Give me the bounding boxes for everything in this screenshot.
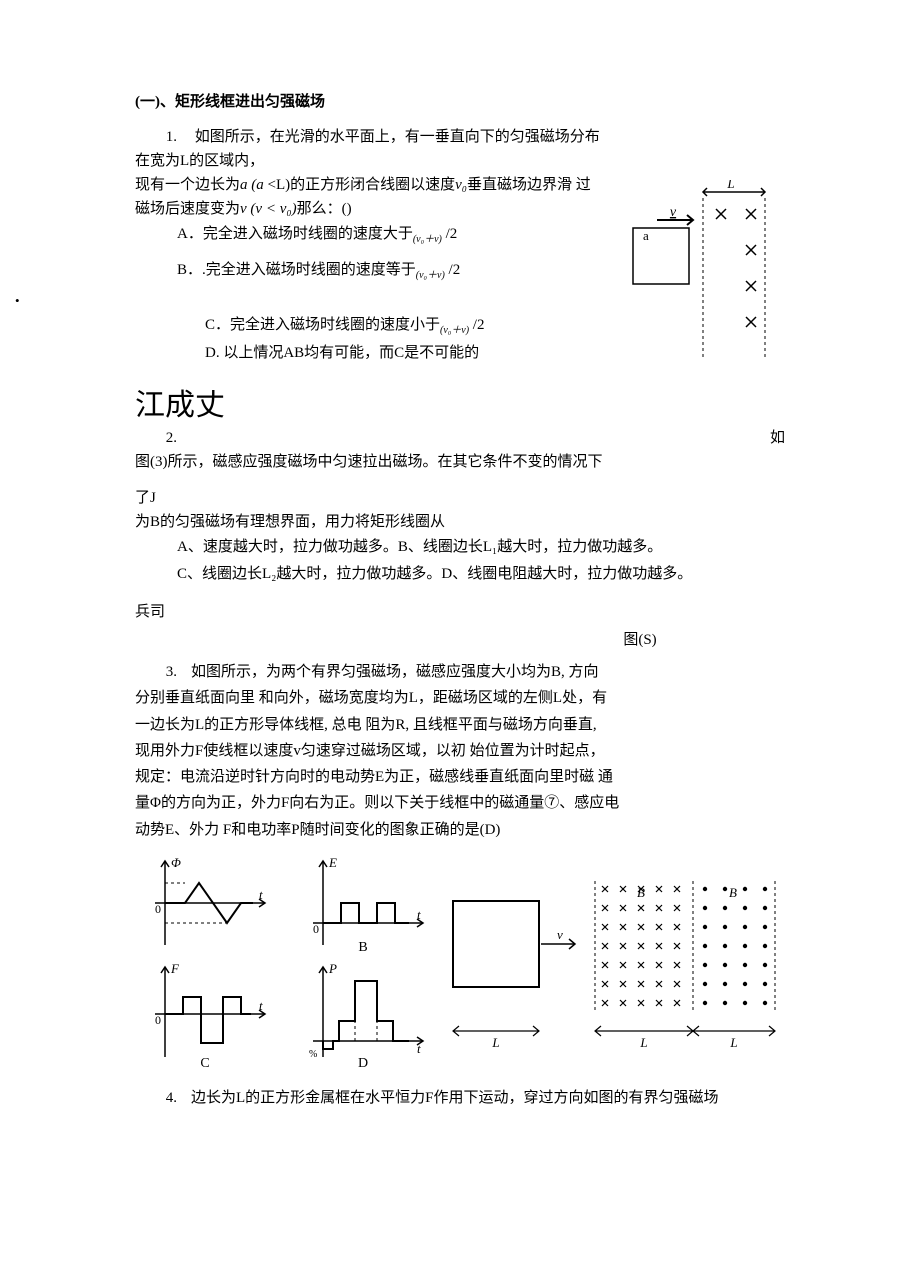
q1-l4b: v (v < v₀)	[240, 201, 297, 217]
question-3: 3.如图所示，为两个有界匀强磁场，磁感应强度大小均为B, 方向 分别垂直纸面向里…	[135, 659, 785, 1075]
q1-optA-a: A．完全进入磁场时线圈的速度大于	[177, 226, 413, 242]
q2-fig-caption: 图(S)	[135, 628, 785, 649]
q1-optA-b: (v₀＋v)	[413, 234, 442, 245]
q1-optC-a: C．完全进入磁场时线圈的速度小于	[205, 317, 440, 333]
q3-scene-L3: L	[729, 1035, 737, 1050]
q3-e-t: t	[417, 907, 421, 922]
q3-p-zero: %	[309, 1049, 317, 1060]
q3-scene-v: v	[557, 927, 563, 942]
q1-optC-b: (v₀＋v)	[440, 325, 469, 336]
q3-scene-B2: B	[729, 885, 737, 900]
q1-l3d: v₀	[455, 177, 467, 193]
q1-l4c: 那么：()	[297, 201, 352, 217]
q3-e-label: E	[328, 855, 337, 870]
q3-number: 3.	[135, 659, 191, 685]
q3-graph-phi: Φ t 0	[135, 853, 275, 953]
q3-phi-label: Φ	[171, 855, 181, 870]
q3-f-zero: 0	[155, 1013, 161, 1027]
q1-l3e: 垂直磁场边界滑 过	[467, 177, 591, 193]
q1-fig-L: L	[726, 180, 734, 191]
q1-optC-c: /2	[469, 317, 484, 333]
question-1: 1. 如图所示，在光滑的水平面上，有一垂直向下的匀强磁场分布 在宽为L的区域内，…	[135, 125, 785, 370]
q3-b5: 规定：电流沿逆时针方向时的电动势E为正，磁感线垂直纸面向里时磁 通	[135, 769, 613, 785]
q2-number: 2.	[135, 426, 191, 450]
q3-f-t: t	[259, 998, 263, 1013]
q1-l3b: a (a	[240, 177, 264, 193]
script-text-1: 江成丈	[135, 380, 785, 424]
q3-scene-L1: L	[491, 1035, 499, 1050]
q2-line4: 为B的匀强磁场有理想界面，用力将矩形线圈从	[135, 510, 785, 534]
q1-optB-a: B．.完全进入磁场时线圈的速度等于	[177, 262, 416, 278]
q1-l4a: 磁场后速度变为	[135, 201, 240, 217]
q2-line2: 图(3)所示，磁感应强度磁场中匀速拉出磁场。在其它条件不变的情况下	[135, 450, 785, 474]
q3-graph-p: P t % D	[293, 959, 433, 1069]
q3-phi-zero: 0	[155, 902, 161, 916]
q3-graph-f: F t 0 C	[135, 959, 275, 1069]
q3-p-caption: D	[358, 1056, 368, 1069]
q3-p-t: t	[417, 1041, 421, 1056]
q2-optA: A、速度越大时，拉力做功越多。B、线圈边长L₁越大时，拉力做功越多。	[135, 534, 785, 561]
q2-tail: 如	[770, 426, 785, 450]
q1-figure: L v	[615, 125, 785, 370]
q1-l3c: <L)的正方形闭合线圈以速度	[264, 177, 455, 193]
q3-b3: 一边长为L的正方形导体线框, 总电 阻为R, 且线框平面与磁场方向垂直,	[135, 717, 597, 733]
q1-optB-c: /2	[445, 262, 460, 278]
q1-optB-b: (v₀＋v)	[416, 270, 445, 281]
q1-l3a: 现有一个边长为	[135, 177, 240, 193]
q3-f-label: F	[170, 961, 180, 976]
q4-number: 4.	[135, 1085, 191, 1111]
q1-optD: D. 以上情况AB均有可能，而C是不可能的	[135, 340, 605, 367]
q3-phi-t: t	[259, 887, 263, 902]
q3-b1: 如图所示，为两个有界匀强磁场，磁感应强度大小均为B, 方向	[191, 664, 599, 680]
q3-e-zero: 0	[313, 922, 319, 936]
q1-fig-a: a	[643, 228, 649, 243]
q1-bullet: •	[15, 291, 605, 312]
q1-line2: 在宽为L的区域内，	[135, 149, 605, 173]
section-heading: (一)、矩形线框进出匀强磁场	[135, 90, 785, 111]
q2-line3: 了J	[135, 486, 785, 510]
q3-f-caption: C	[200, 1056, 209, 1069]
question-4: 4.边长为L的正方形金属框在水平恒力F作用下运动，穿过方向如图的有界匀强磁场	[135, 1085, 785, 1111]
q3-scene-L2: L	[639, 1035, 647, 1050]
q1-body: 1. 如图所示，在光滑的水平面上，有一垂直向下的匀强磁场分布 在宽为L的区域内，…	[135, 125, 605, 367]
q3-graph-e: E t 0 B	[293, 853, 433, 953]
q1-fig-v: v	[670, 205, 677, 220]
q3-b6: 量Φ的方向为正，外力F向右为正。则以下关于线框中的磁通量⑦、感应电	[135, 795, 619, 811]
question-2: 2. 如 图(3)所示，磁感应强度磁场中匀速拉出磁场。在其它条件不变的情况下 了…	[135, 426, 785, 649]
q3-scene: v B B	[435, 853, 785, 1063]
q2-optC: C、线圈边长L₂越大时，拉力做功越多。D、线圈电阻越大时，拉力做功越多。	[135, 561, 785, 588]
q3-b4: 现用外力F使线框以速度v匀速穿过磁场区域，以初 始位置为计时起点，	[135, 743, 605, 759]
q3-figures: Φ t 0 E	[135, 853, 785, 1075]
q1-line1: 如图所示，在光滑的水平面上，有一垂直向下的匀强磁场分布	[195, 129, 600, 145]
q1-optA-c: /2	[442, 226, 457, 242]
page: (一)、矩形线框进出匀强磁场 1. 如图所示，在光滑的水平面上，有一垂直向下的匀…	[0, 0, 920, 1171]
q3-e-caption: B	[358, 940, 367, 953]
q1-number: 1.	[135, 125, 191, 149]
q3-p-label: P	[328, 961, 337, 976]
q3-b2: 分别垂直纸面向里 和向外，磁场宽度均为L，距磁场区域的左侧L处，有	[135, 690, 607, 706]
q3-b7: 动势E、外力 F和电功率P随时间变化的图象正确的是(D)	[135, 822, 500, 838]
q2-line5: 兵司	[135, 600, 785, 624]
q4-body: 边长为L的正方形金属框在水平恒力F作用下运动，穿过方向如图的有界匀强磁场	[191, 1090, 719, 1106]
q3-scene-B1: B	[637, 885, 645, 900]
